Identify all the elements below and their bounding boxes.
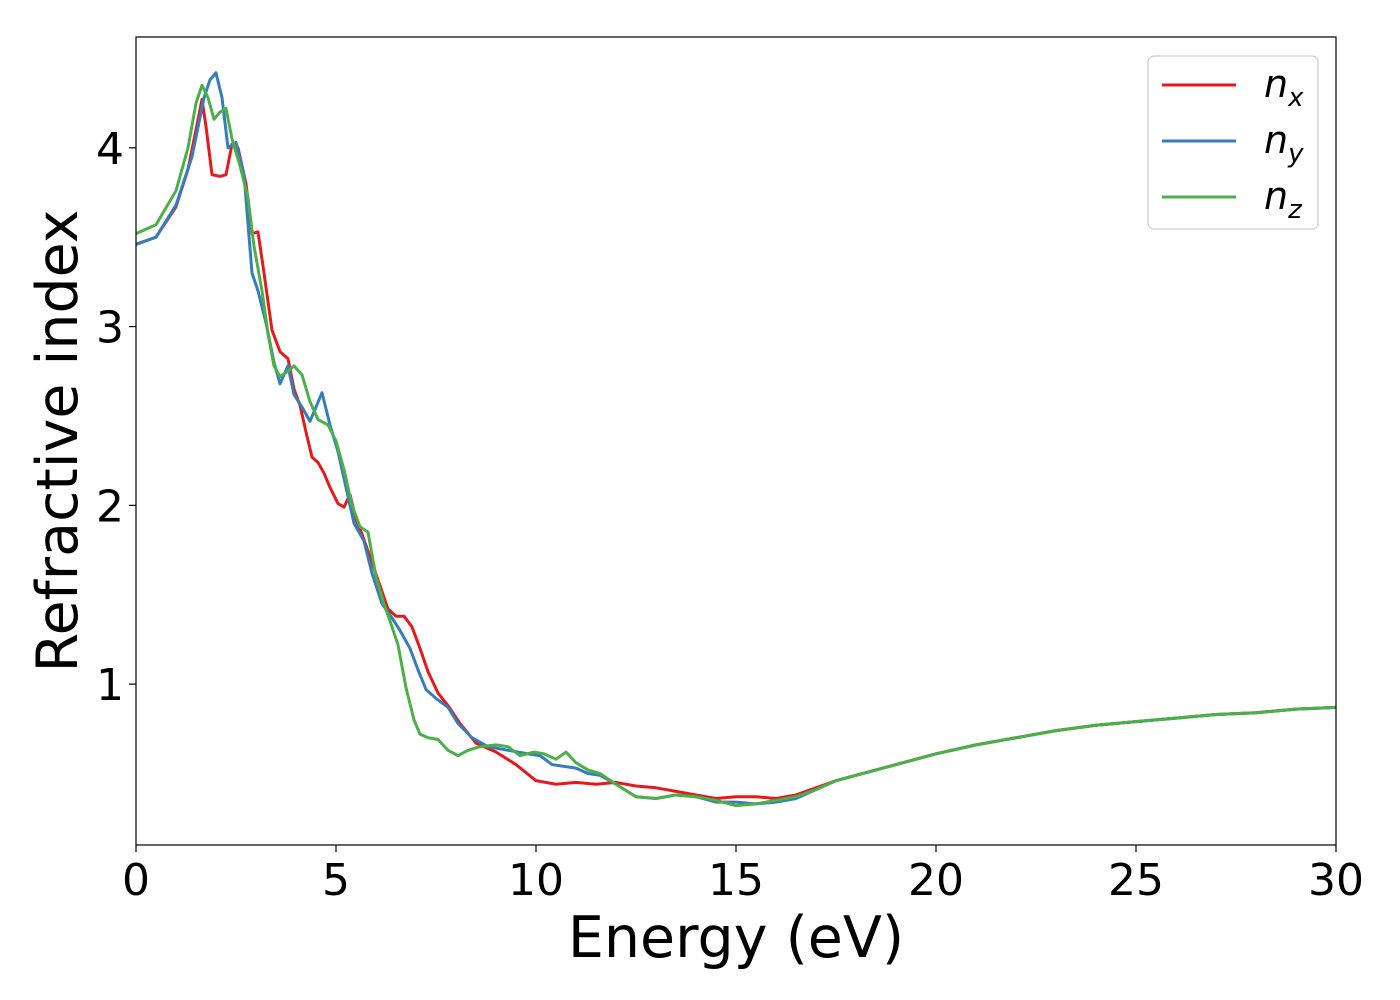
x-tick-label: 15 <box>708 855 764 906</box>
x-tick-label: 30 <box>1308 855 1364 906</box>
x-axis-title: Energy (eV) <box>568 905 904 971</box>
y-tick-label: 1 <box>96 660 124 711</box>
legend-label-subscript: x <box>1287 83 1304 113</box>
legend-label-main: n <box>1264 174 1288 218</box>
legend-label-n-x: nx <box>1264 62 1304 113</box>
legend-label-n-z: nz <box>1264 174 1303 225</box>
y-tick-label: 3 <box>96 303 124 354</box>
legend-label-subscript: y <box>1287 139 1304 169</box>
x-tick-label: 10 <box>508 855 564 906</box>
legend-label-n-y: ny <box>1264 118 1304 169</box>
x-tick-label: 0 <box>122 855 150 906</box>
y-axis-title: Refractive index <box>25 210 91 673</box>
legend-label-subscript: z <box>1287 195 1303 225</box>
legend-label-main: n <box>1264 62 1288 106</box>
series-layer <box>136 71 1336 808</box>
y-axis-ticks: 1 2 3 4 <box>96 124 136 711</box>
y-tick-label: 4 <box>96 124 124 175</box>
x-axis-ticks: 0 5 10 15 20 25 30 <box>122 845 1364 906</box>
y-tick-label: 2 <box>96 481 124 532</box>
legend-label-main: n <box>1264 118 1288 162</box>
x-tick-label: 25 <box>1108 855 1164 906</box>
x-tick-label: 20 <box>908 855 964 906</box>
series-line-n-z <box>136 83 1336 808</box>
x-tick-label: 5 <box>322 855 350 906</box>
